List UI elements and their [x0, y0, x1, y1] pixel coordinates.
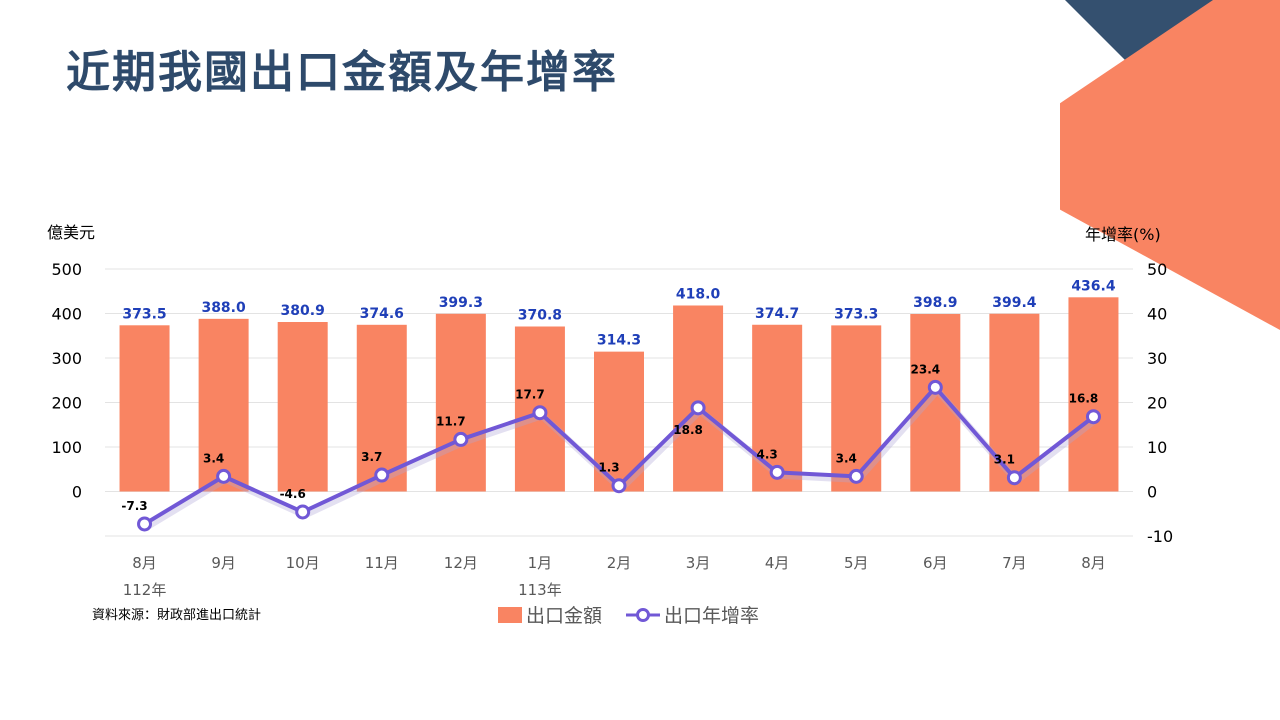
right-axis-ticks: 50 40 30 20 10 0 -10	[1147, 260, 1173, 546]
legend-item-export-value: 出口金額	[498, 601, 602, 628]
right-tick-label: 20	[1147, 394, 1167, 413]
line-value-label: 3.1	[994, 453, 1015, 467]
x-category-label: 12月	[444, 554, 478, 572]
legend-item-growth-rate: 出口年增率	[626, 601, 759, 628]
x-category-label: 2月	[607, 554, 632, 572]
x-category-label: 9月	[211, 554, 236, 572]
bar-data-labels: 373.5 388.0 380.9 374.6 399.3 370.8 314.3 418.0…	[122, 278, 1115, 348]
bar	[1068, 297, 1119, 492]
left-tick-label: 500	[51, 260, 82, 279]
x-category-label: 7月	[1002, 554, 1027, 572]
line-value-label: 23.4	[911, 362, 941, 376]
line-marker	[1085, 409, 1101, 425]
line-marker	[690, 400, 706, 416]
line-marker	[216, 468, 232, 484]
x-category-label: 6月	[923, 554, 948, 572]
line-marker	[453, 431, 469, 447]
line-value-label: -4.6	[280, 487, 306, 501]
bar-value-label: 373.3	[834, 306, 878, 322]
bar-value-label: 388.0	[201, 300, 246, 316]
corner-decoration	[1060, 0, 1280, 330]
line-value-label: -7.3	[121, 499, 147, 513]
line-marker	[532, 405, 548, 421]
line-value-label: 17.7	[515, 388, 545, 402]
bar-value-label: 418.0	[676, 286, 721, 302]
bar-value-label: 373.5	[122, 306, 166, 322]
line-value-label: 18.8	[673, 423, 703, 437]
bar-value-label: 436.4	[1071, 278, 1116, 294]
line-marker	[927, 379, 943, 395]
right-axis-unit: 年增率(%)	[1085, 225, 1161, 244]
x-category-label: 10月	[286, 554, 320, 572]
right-tick-label: -10	[1147, 527, 1173, 546]
line-marker	[611, 478, 627, 494]
line-marker	[137, 516, 153, 532]
x-category-label: 8月	[132, 554, 157, 572]
x-category-label: 1月	[528, 554, 553, 572]
right-tick-label: 10	[1147, 438, 1167, 457]
left-tick-label: 400	[51, 305, 82, 324]
line-series	[137, 379, 1101, 532]
bar	[198, 318, 249, 492]
bar-value-label: 374.6	[360, 306, 404, 322]
bar	[910, 313, 961, 492]
bar-value-label: 399.4	[992, 295, 1037, 311]
line-marker	[1006, 470, 1022, 486]
x-category-label: 3月	[686, 554, 711, 572]
left-tick-label: 300	[51, 349, 82, 368]
bar	[752, 324, 803, 492]
slide-title: 近期我國出口金額及年增率	[66, 47, 618, 98]
bar-value-label: 399.3	[439, 295, 483, 311]
bar	[277, 321, 328, 492]
x-year-label: 113年	[518, 581, 562, 599]
line-value-label: 3.4	[836, 451, 857, 465]
legend-label-growth-rate: 出口年增率	[664, 605, 760, 627]
x-category-label: 11月	[365, 554, 399, 572]
bar-value-label: 398.9	[913, 295, 957, 311]
line-value-label: 16.8	[1069, 392, 1099, 406]
bar-value-label: 374.7	[755, 306, 799, 322]
x-category-label: 5月	[844, 554, 869, 572]
line-value-label: 1.3	[598, 461, 619, 475]
line-value-label: 3.4	[203, 451, 224, 465]
bar	[356, 324, 407, 492]
legend-label-export-value: 出口金額	[526, 605, 603, 627]
bar-series	[119, 297, 1119, 492]
line-marker	[769, 464, 785, 480]
bar	[673, 305, 724, 492]
x-axis-labels: 8月 9月 10月 11月 12月 1月 2月 3月 4月 5月 6月 7月 8月 112年 113年	[123, 554, 1106, 599]
right-tick-label: 50	[1147, 260, 1167, 279]
bar	[119, 325, 170, 492]
bar-value-label: 380.9	[281, 303, 325, 319]
line-data-labels: -7.3 3.4 -4.6 3.7 11.7 17.7 1.3 18.8 4.3 3.4 23.4 3…	[121, 362, 1098, 513]
left-axis-unit: 億美元	[47, 223, 95, 242]
line-marker	[295, 504, 311, 520]
right-tick-label: 0	[1147, 483, 1157, 502]
left-tick-label: 200	[51, 394, 82, 413]
line-value-label: 4.3	[757, 447, 778, 461]
line-marker	[848, 468, 864, 484]
x-category-label: 8月	[1081, 554, 1106, 572]
bar-value-label: 370.8	[518, 307, 562, 323]
bar	[831, 325, 882, 492]
bar	[989, 313, 1040, 492]
bar-value-label: 314.3	[597, 333, 641, 349]
right-tick-label: 40	[1147, 305, 1167, 324]
x-year-label: 112年	[123, 581, 167, 599]
chart-legend: 出口金額 出口年增率	[498, 601, 759, 628]
source-note: 資料來源：財政部進出口統計	[92, 608, 262, 623]
right-tick-label: 30	[1147, 349, 1167, 368]
bar-swatch-icon	[498, 606, 522, 623]
line-value-label: 11.7	[436, 414, 466, 428]
left-tick-label: 0	[72, 483, 82, 502]
left-axis-ticks: 500 400 300 200 100 0	[51, 260, 82, 502]
x-category-label: 4月	[765, 554, 790, 572]
deco-orange-triangle	[1060, 0, 1280, 330]
left-tick-label: 100	[51, 438, 82, 457]
line-marker	[374, 467, 390, 483]
line-marker-icon	[626, 607, 661, 622]
bar	[435, 313, 486, 492]
line-value-label: 3.7	[361, 450, 382, 464]
